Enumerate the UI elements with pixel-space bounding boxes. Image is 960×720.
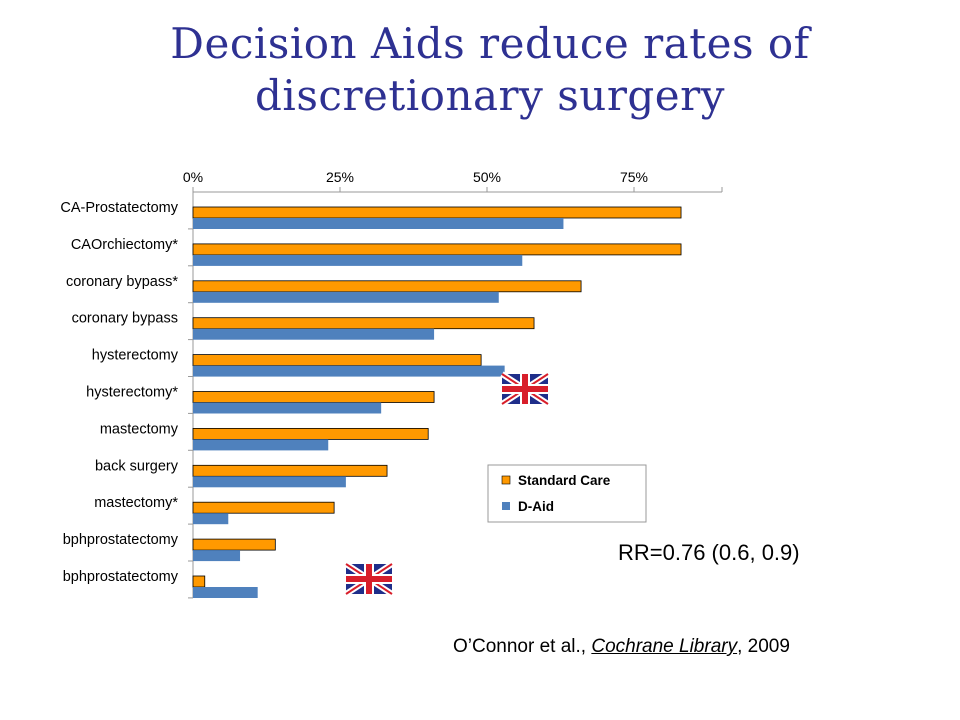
x-tick-label: 25% xyxy=(326,169,354,185)
category-label: CA-Prostatectomy xyxy=(60,200,178,216)
category-label: CAOrchiectomy* xyxy=(71,237,179,253)
category-label: coronary bypass xyxy=(72,311,178,327)
citation: O’Connor et al., Cochrane Library, 2009 xyxy=(453,636,790,658)
category-label: hysterectomy xyxy=(92,348,179,364)
bar-standard-care xyxy=(192,464,388,477)
legend-box xyxy=(487,464,647,523)
citation-year: , 2009 xyxy=(737,636,790,657)
relative-risk-label: RR=0.76 (0.6, 0.9) xyxy=(618,540,800,565)
bar-standard-care xyxy=(192,280,582,293)
x-tick-label: 0% xyxy=(183,169,203,185)
bar-d-aid xyxy=(193,513,229,525)
bar-standard-care xyxy=(192,243,682,256)
bar-standard-care xyxy=(192,317,535,330)
legend-swatch xyxy=(501,475,511,485)
bar-d-aid xyxy=(193,587,258,598)
category-label: mastectomy xyxy=(100,421,179,437)
bar-d-aid xyxy=(193,365,505,377)
bar-d-aid xyxy=(193,550,241,562)
citation-authors: O’Connor et al., xyxy=(453,636,592,657)
citation-journal-link[interactable]: Cochrane Library xyxy=(591,636,738,657)
bar-d-aid xyxy=(193,291,499,303)
category-label: mastectomy* xyxy=(94,495,178,511)
bar-standard-care xyxy=(192,427,429,440)
x-tick-label: 75% xyxy=(620,169,648,185)
bar-d-aid xyxy=(193,328,435,340)
uk-flag-icon xyxy=(344,561,394,597)
uk-flag-icon xyxy=(500,371,550,407)
legend-label: Standard Care xyxy=(518,473,611,488)
page-title: Decision Aids reduce rates of discretion… xyxy=(0,18,960,122)
category-label: bphprostatectomy xyxy=(63,532,179,548)
bar-standard-care xyxy=(192,575,206,588)
bar-standard-care xyxy=(192,538,276,551)
bar-standard-care xyxy=(192,391,435,403)
legend-swatch xyxy=(502,502,510,510)
legend-label: D-Aid xyxy=(518,499,554,514)
bar-d-aid xyxy=(193,439,329,451)
x-tick-label: 50% xyxy=(473,169,501,185)
bar-d-aid xyxy=(193,476,346,488)
category-label: bphprostatectomy xyxy=(63,569,179,585)
title-line-1: Decision Aids reduce rates of xyxy=(170,19,810,68)
category-label: coronary bypass* xyxy=(66,274,178,290)
category-label: back surgery xyxy=(95,458,179,474)
bar-standard-care xyxy=(192,354,482,367)
bar-d-aid xyxy=(193,254,523,266)
title-line-2: discretionary surgery xyxy=(255,71,725,120)
category-label: hysterectomy* xyxy=(86,385,178,401)
bar-d-aid xyxy=(193,218,564,229)
bar-standard-care xyxy=(192,501,335,514)
bar-d-aid xyxy=(193,402,382,414)
bar-standard-care xyxy=(192,206,682,219)
